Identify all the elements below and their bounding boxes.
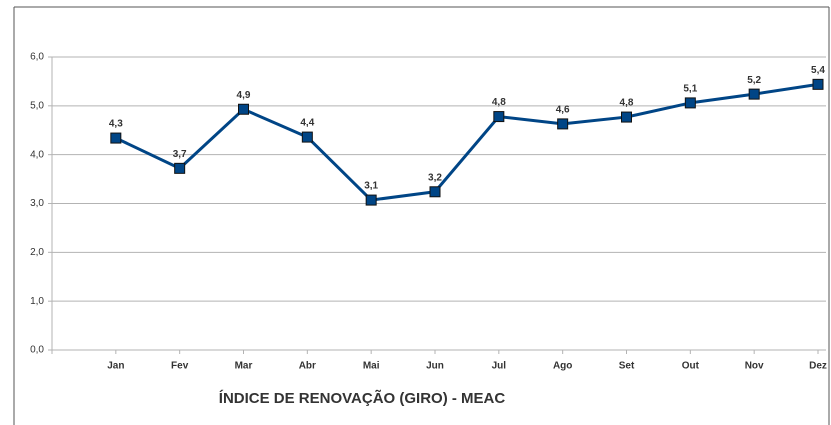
x-tick-label: Nov <box>745 361 764 372</box>
x-tick-label: Abr <box>299 361 316 372</box>
x-tick-label: Ago <box>553 361 572 372</box>
y-tick-label: 6,0 <box>30 52 44 63</box>
point-marker <box>684 97 696 109</box>
point-marker <box>812 78 824 90</box>
data-label: 4,3 <box>109 119 123 130</box>
data-label: 4,4 <box>300 118 314 129</box>
data-label: 3,1 <box>364 181 378 192</box>
point-marker <box>429 186 441 198</box>
point-marker <box>557 118 569 130</box>
y-tick-label: 3,0 <box>30 198 44 209</box>
y-tick-label: 0,0 <box>30 345 44 356</box>
data-label: 3,2 <box>428 172 442 183</box>
y-tick-label: 5,0 <box>30 100 44 111</box>
point-marker <box>365 194 377 206</box>
point-marker <box>174 162 186 174</box>
x-tick-label: Out <box>682 361 700 372</box>
y-tick-label: 1,0 <box>30 296 44 307</box>
y-tick-label: 2,0 <box>30 247 44 258</box>
data-label: 5,4 <box>811 65 825 76</box>
point-marker <box>493 111 505 123</box>
point-marker <box>748 88 760 100</box>
point-marker <box>238 103 249 115</box>
data-label: 3,7 <box>173 149 187 160</box>
x-tick-label: Mar <box>235 361 253 372</box>
x-tick-label: Dez <box>809 361 827 372</box>
point-marker <box>621 111 632 123</box>
x-tick-label: Jun <box>426 361 444 372</box>
data-label: 5,1 <box>683 84 697 95</box>
point-marker <box>110 132 122 144</box>
chart-title: ÍNDICE DE RENOVAÇÃO (GIRO) - MEAC <box>219 389 506 407</box>
point-marker <box>301 131 313 143</box>
data-label: 4,8 <box>620 98 634 109</box>
x-tick-label: Jul <box>492 361 507 372</box>
data-label: 4,9 <box>237 90 251 101</box>
x-tick-label: Fev <box>171 361 189 372</box>
x-tick-label: Set <box>619 361 635 372</box>
x-tick-label: Jan <box>107 361 124 372</box>
series-line <box>115 82 819 202</box>
data-label: 4,6 <box>556 105 570 116</box>
x-tick-label: Mai <box>363 361 380 372</box>
data-label: 5,2 <box>747 75 761 86</box>
y-tick-label: 4,0 <box>30 149 44 160</box>
data-label: 4,8 <box>492 97 506 108</box>
